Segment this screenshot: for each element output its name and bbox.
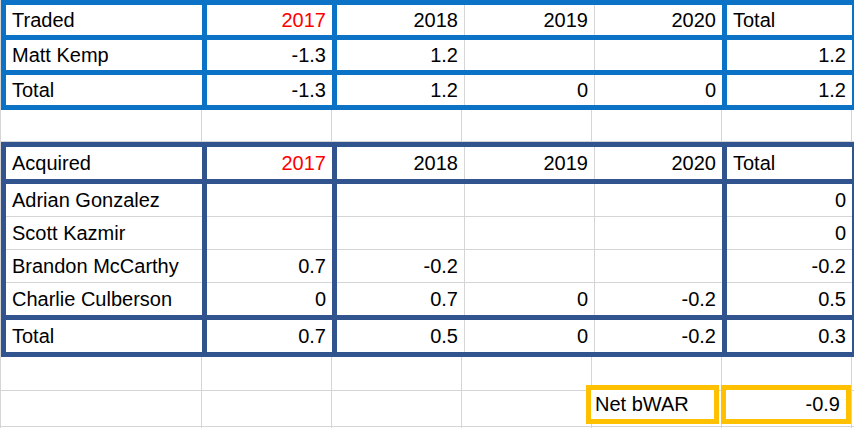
header-row: Acquired2017201820192020Total	[4, 145, 854, 182]
table-row: Charlie Culberson00.70-0.20.5	[4, 283, 854, 318]
total-value-cell[interactable]: 1.2	[335, 73, 465, 108]
value-cell[interactable]	[335, 182, 465, 217]
value-cell[interactable]	[335, 217, 465, 250]
row-label-cell[interactable]: Scott Kazmir	[4, 217, 205, 250]
value-cell[interactable]: 0.7	[335, 283, 465, 318]
year-header-cell[interactable]: 2019	[465, 145, 595, 182]
total-header-cell[interactable]: Total	[725, 3, 854, 38]
table-row: Scott Kazmir 0	[4, 217, 854, 250]
value-cell[interactable]: 0	[205, 283, 335, 318]
total-value-cell[interactable]: 0.7	[205, 318, 335, 355]
row-total-cell[interactable]: 1.2	[725, 38, 854, 73]
row-label-cell[interactable]: Adrian Gonzalez	[4, 182, 205, 217]
grand-total-cell[interactable]: 1.2	[725, 73, 854, 108]
total-value-cell[interactable]: 0	[595, 73, 725, 108]
value-cell[interactable]: 1.2	[335, 38, 465, 73]
total-value-cell[interactable]: 0	[465, 318, 595, 355]
value-cell[interactable]: 0.7	[205, 250, 335, 283]
table-title-cell[interactable]: Acquired	[4, 145, 205, 182]
year-header-cell[interactable]: 2019	[465, 3, 595, 38]
value-cell[interactable]: -0.2	[335, 250, 465, 283]
net-bwar-label: Net bWAR	[595, 393, 689, 416]
year-header-cell[interactable]: 2017	[205, 3, 335, 38]
table-title-cell[interactable]: Traded	[4, 3, 205, 38]
value-cell[interactable]	[595, 38, 725, 73]
row-label-cell[interactable]: Charlie Culberson	[4, 283, 205, 318]
total-value-cell[interactable]: 0.5	[335, 318, 465, 355]
year-header-cell[interactable]: 2018	[335, 3, 465, 38]
year-header-cell[interactable]: 2017	[205, 145, 335, 182]
total-value-cell[interactable]: 0	[465, 73, 595, 108]
row-total-cell[interactable]: -0.2	[725, 250, 854, 283]
table-row: Matt Kemp-1.31.21.2	[4, 38, 854, 73]
value-cell[interactable]	[205, 182, 335, 217]
header-row: Traded2017201820192020Total	[4, 3, 854, 38]
value-cell[interactable]: -0.2	[595, 283, 725, 318]
total-value-cell[interactable]: -0.2	[595, 318, 725, 355]
row-total-cell[interactable]: 0.5	[725, 283, 854, 318]
table-row: Brandon McCarthy0.7-0.2-0.2	[4, 250, 854, 283]
value-cell[interactable]	[205, 217, 335, 250]
value-cell[interactable]: 0	[465, 283, 595, 318]
year-header-cell[interactable]: 2020	[595, 145, 725, 182]
net-bwar-value: -0.9	[806, 393, 840, 416]
traded-table: Traded2017201820192020TotalMatt Kemp-1.3…	[1, 0, 854, 110]
net-bwar-value-cell[interactable]: -0.9	[721, 385, 851, 424]
total-row: Total-1.31.2001.2	[4, 73, 854, 108]
value-cell[interactable]	[595, 250, 725, 283]
grand-total-cell[interactable]: 0.3	[725, 318, 854, 355]
year-header-cell[interactable]: 2018	[335, 145, 465, 182]
row-total-cell[interactable]: 0	[725, 182, 854, 217]
value-cell[interactable]: -1.3	[205, 38, 335, 73]
value-cell[interactable]	[465, 217, 595, 250]
value-cell[interactable]	[595, 217, 725, 250]
value-cell[interactable]	[465, 250, 595, 283]
value-cell[interactable]	[465, 38, 595, 73]
total-row: Total0.70.50-0.20.3	[4, 318, 854, 355]
row-total-cell[interactable]: 0	[725, 217, 854, 250]
row-label-cell[interactable]: Brandon McCarthy	[4, 250, 205, 283]
total-header-cell[interactable]: Total	[725, 145, 854, 182]
total-label-cell[interactable]: Total	[4, 73, 205, 108]
total-label-cell[interactable]: Total	[4, 318, 205, 355]
total-value-cell[interactable]: -1.3	[205, 73, 335, 108]
acquired-table: Acquired2017201820192020TotalAdrian Gonz…	[1, 142, 854, 357]
value-cell[interactable]	[465, 182, 595, 217]
value-cell[interactable]	[595, 182, 725, 217]
row-label-cell[interactable]: Matt Kemp	[4, 38, 205, 73]
net-bwar-label-cell[interactable]: Net bWAR	[586, 385, 719, 424]
table-row: Adrian Gonzalez 0	[4, 182, 854, 217]
spreadsheet: Traded2017201820192020TotalMatt Kemp-1.3…	[0, 0, 854, 428]
year-header-cell[interactable]: 2020	[595, 3, 725, 38]
